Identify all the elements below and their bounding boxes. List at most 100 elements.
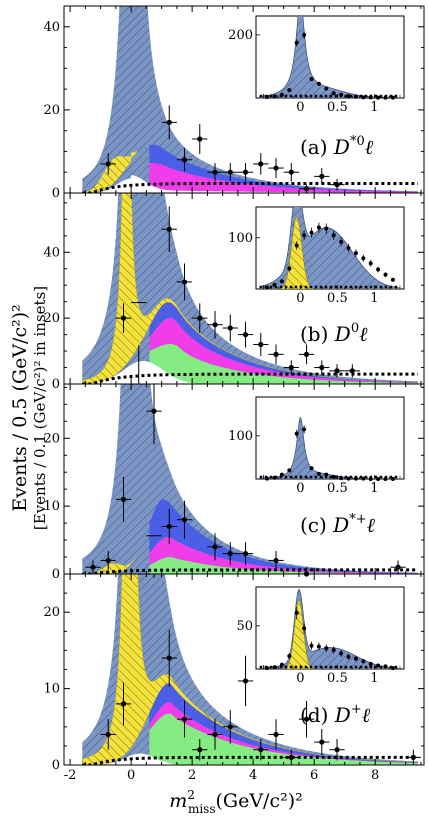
inset-marker-c — [287, 468, 292, 473]
inset-marker-a — [324, 86, 329, 91]
inset-marker-d — [376, 663, 381, 668]
data-point-d — [283, 749, 299, 765]
data-point-c — [146, 384, 162, 445]
inset-marker-a — [294, 40, 299, 45]
inset-data-point-c — [279, 472, 284, 477]
inset-marker-c — [272, 475, 277, 480]
panel-label-prefix: (c) — [300, 513, 333, 537]
inset-data-point-d — [331, 646, 336, 654]
inset-marker-b — [316, 225, 321, 230]
panel-label-d: (d) D+ℓ — [300, 702, 371, 727]
inset-data-point-b — [265, 285, 270, 290]
y-axis-title: Events / 0.5 (GeV/c²)²[Events / 0.1 (GeV… — [9, 286, 49, 530]
green-component-d — [149, 713, 418, 765]
data-point-b — [298, 344, 315, 365]
data-points-a — [100, 105, 345, 193]
green-component-b — [149, 343, 418, 384]
inset-marker-d — [324, 646, 329, 651]
panel-label-a: (a) D*0ℓ — [300, 134, 374, 159]
data-marker-b — [166, 226, 172, 232]
data-marker-a — [212, 169, 218, 175]
inset-marker-c — [339, 476, 344, 481]
data-point-b — [329, 364, 345, 378]
inset-marker-c — [376, 477, 381, 481]
data-marker-c — [273, 557, 279, 564]
inset-marker-b — [390, 277, 395, 282]
inset-marker-b — [272, 282, 277, 287]
signal-component-a — [82, 6, 418, 193]
data-marker-d — [197, 747, 203, 753]
y-tick-label-c: 20 — [43, 431, 60, 446]
data-point-a — [253, 153, 269, 175]
inset-data-point-c — [287, 468, 292, 473]
inset-data-point-b — [346, 243, 351, 253]
data-marker-b — [319, 364, 325, 371]
inset-marker-d — [390, 666, 395, 671]
data-point-b — [283, 360, 299, 375]
y-tick-label-d: 10 — [43, 682, 60, 697]
inset-data-point-d — [294, 606, 299, 620]
inset-normalization-component-b — [259, 216, 401, 289]
inset-marker-d — [346, 654, 351, 659]
inset-marker-d — [331, 648, 336, 653]
y-tick-label-a: 0 — [52, 186, 60, 201]
background-component-b — [82, 360, 418, 384]
data-point-d — [298, 700, 315, 738]
inset-data-point-b — [383, 272, 388, 278]
dstarstar-component-d — [149, 683, 418, 763]
data-point-b — [268, 344, 284, 365]
inset-marker-b — [331, 233, 336, 238]
inset-x-tick-label-c: 0.5 — [327, 481, 348, 496]
inset-marker-c — [294, 431, 299, 436]
inset-data-point-d — [279, 662, 284, 667]
inset-marker-a — [331, 91, 336, 96]
y-tick-label-a: 40 — [43, 20, 60, 35]
inset-marker-d — [353, 656, 358, 661]
inset-marker-c — [331, 474, 336, 479]
inset-marker-b — [309, 230, 314, 235]
data-point-a — [207, 163, 223, 182]
data-marker-c — [120, 496, 127, 502]
data-point-c — [237, 542, 254, 566]
data-marker-d — [334, 747, 340, 753]
inset-marker-b — [383, 272, 388, 277]
data-marker-a — [181, 157, 188, 163]
inset-data-point-c — [376, 477, 381, 481]
y-tick-label-b: 40 — [43, 245, 60, 260]
inset-data-point-b — [324, 223, 329, 234]
inset-data-point-d — [390, 666, 395, 671]
inset-data-point-c — [316, 471, 321, 476]
inset-data-point-c — [361, 476, 366, 481]
data-point-a — [100, 153, 116, 175]
inset-y-tick-label-d: 50 — [236, 619, 253, 634]
data-marker-c — [166, 523, 172, 530]
inset-marker-c — [368, 477, 373, 481]
inset-data-point-a — [361, 95, 366, 100]
data-point-b — [314, 360, 330, 375]
data-marker-b — [120, 315, 127, 321]
data-marker-b — [349, 368, 355, 374]
inset-marker-c — [265, 476, 270, 481]
data-marker-d — [120, 701, 127, 707]
panel-components-b — [82, 193, 419, 384]
data-marker-d — [273, 731, 279, 738]
inset-marker-a — [346, 94, 351, 99]
inset-data-point-b — [294, 241, 299, 250]
data-point-b — [344, 364, 360, 378]
data-point-c — [390, 560, 406, 574]
inset-data-point-a — [316, 81, 321, 86]
inset-data-point-b — [353, 249, 358, 257]
inset-data-point-b — [279, 279, 284, 284]
data-marker-a — [242, 169, 249, 175]
data-marker-c — [181, 517, 188, 523]
inset-frame-c — [255, 396, 405, 480]
inset-data-point-a — [272, 94, 277, 99]
inset-data-point-c — [390, 477, 395, 481]
data-marker-b — [242, 332, 249, 338]
inset-marker-d — [279, 662, 284, 667]
inset-marker-a — [383, 95, 388, 100]
inset-marker-b — [339, 239, 344, 244]
inset-data-point-d — [316, 642, 321, 651]
data-point-d — [176, 700, 193, 738]
